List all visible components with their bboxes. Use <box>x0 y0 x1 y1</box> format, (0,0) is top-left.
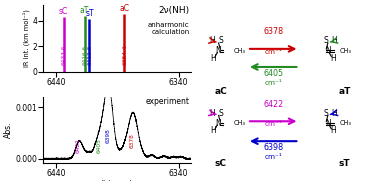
Text: aC: aC <box>119 4 129 13</box>
Text: sT: sT <box>85 9 94 18</box>
Text: 6398: 6398 <box>263 143 283 152</box>
Text: H: H <box>209 109 215 118</box>
Text: H: H <box>331 36 337 45</box>
Text: 6398: 6398 <box>105 128 110 143</box>
Text: CH₃: CH₃ <box>340 120 352 126</box>
Text: H: H <box>211 54 216 63</box>
Text: S: S <box>323 36 328 45</box>
Text: N: N <box>215 46 221 55</box>
Text: sC: sC <box>215 159 227 168</box>
Text: 6412.6: 6412.6 <box>88 45 93 65</box>
X-axis label: ṽ (cm⁻¹): ṽ (cm⁻¹) <box>101 180 133 181</box>
Text: S: S <box>218 36 223 45</box>
Text: 6405: 6405 <box>97 138 102 153</box>
Text: H: H <box>330 126 336 135</box>
Y-axis label: Abs.: Abs. <box>3 122 12 138</box>
Text: 6378: 6378 <box>130 133 135 148</box>
Text: sC: sC <box>59 7 68 16</box>
Text: 6433.6: 6433.6 <box>62 45 67 65</box>
Text: N: N <box>215 119 221 128</box>
Text: 2ν(NH): 2ν(NH) <box>158 6 189 15</box>
Text: S: S <box>323 109 328 118</box>
Text: cm⁻¹: cm⁻¹ <box>264 121 282 127</box>
Text: S: S <box>218 109 223 118</box>
Text: CH₃: CH₃ <box>340 48 352 54</box>
Text: cm⁻¹: cm⁻¹ <box>264 154 282 160</box>
Text: H: H <box>211 126 216 135</box>
Text: 6422: 6422 <box>263 100 284 109</box>
Text: aT: aT <box>338 87 350 96</box>
Text: sT: sT <box>339 159 350 168</box>
Text: H: H <box>331 109 337 118</box>
Text: 6378: 6378 <box>263 27 283 36</box>
Text: 6405: 6405 <box>263 69 283 78</box>
Text: CH₃: CH₃ <box>234 120 245 126</box>
Text: aT: aT <box>80 6 89 15</box>
Text: 6384.4: 6384.4 <box>122 44 127 65</box>
Text: experiment: experiment <box>146 97 189 106</box>
Text: cm⁻¹: cm⁻¹ <box>264 49 282 55</box>
Text: aC: aC <box>214 87 227 96</box>
Text: H: H <box>209 36 215 45</box>
Text: anharmonic
calculation: anharmonic calculation <box>148 22 189 35</box>
Text: N: N <box>325 46 331 55</box>
Text: N: N <box>325 119 331 128</box>
Text: 6422: 6422 <box>76 138 81 153</box>
Text: cm⁻¹: cm⁻¹ <box>264 80 282 86</box>
Text: H: H <box>330 54 336 63</box>
Text: 6416.6: 6416.6 <box>83 45 88 65</box>
Text: CH₃: CH₃ <box>234 48 245 54</box>
Y-axis label: IR int. (km mol⁻¹): IR int. (km mol⁻¹) <box>22 10 29 68</box>
